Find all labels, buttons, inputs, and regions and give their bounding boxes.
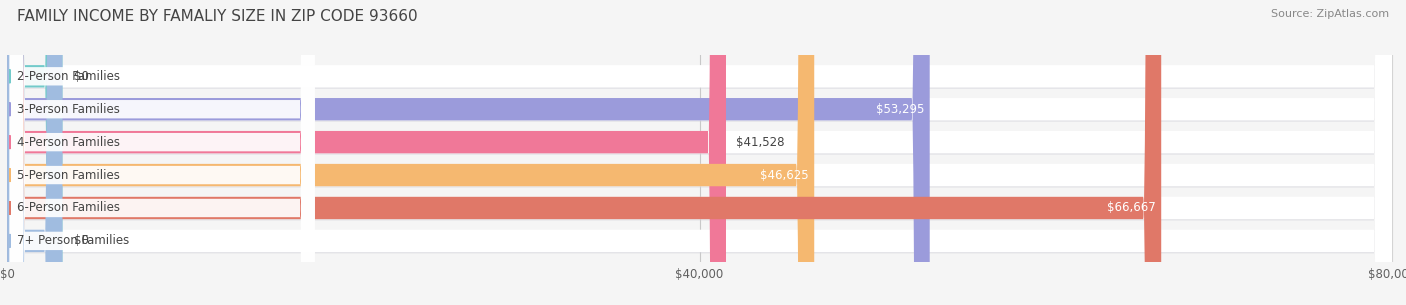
Text: 5-Person Families: 5-Person Families bbox=[17, 169, 120, 181]
FancyBboxPatch shape bbox=[7, 0, 62, 305]
Text: $53,295: $53,295 bbox=[876, 103, 924, 116]
FancyBboxPatch shape bbox=[7, 0, 1392, 305]
Text: $46,625: $46,625 bbox=[761, 169, 808, 181]
Text: Source: ZipAtlas.com: Source: ZipAtlas.com bbox=[1271, 9, 1389, 19]
FancyBboxPatch shape bbox=[7, 0, 1392, 305]
Text: 6-Person Families: 6-Person Families bbox=[17, 202, 120, 214]
FancyBboxPatch shape bbox=[7, 0, 1161, 305]
FancyBboxPatch shape bbox=[10, 0, 315, 305]
FancyBboxPatch shape bbox=[7, 0, 1392, 305]
FancyBboxPatch shape bbox=[10, 0, 315, 305]
FancyBboxPatch shape bbox=[7, 0, 1392, 305]
Text: $41,528: $41,528 bbox=[735, 136, 785, 149]
FancyBboxPatch shape bbox=[7, 0, 725, 305]
FancyBboxPatch shape bbox=[7, 0, 1392, 305]
FancyBboxPatch shape bbox=[7, 0, 1392, 305]
FancyBboxPatch shape bbox=[10, 0, 315, 305]
FancyBboxPatch shape bbox=[7, 0, 62, 305]
Text: 4-Person Families: 4-Person Families bbox=[17, 136, 120, 149]
Text: 2-Person Families: 2-Person Families bbox=[17, 70, 120, 83]
FancyBboxPatch shape bbox=[10, 0, 315, 305]
Text: $66,667: $66,667 bbox=[1107, 202, 1156, 214]
FancyBboxPatch shape bbox=[10, 0, 315, 305]
FancyBboxPatch shape bbox=[7, 0, 929, 305]
FancyBboxPatch shape bbox=[7, 0, 814, 305]
FancyBboxPatch shape bbox=[7, 0, 1392, 305]
FancyBboxPatch shape bbox=[7, 0, 1392, 305]
Text: $0: $0 bbox=[73, 70, 89, 83]
Text: 7+ Person Families: 7+ Person Families bbox=[17, 235, 129, 247]
Text: $0: $0 bbox=[73, 235, 89, 247]
FancyBboxPatch shape bbox=[7, 0, 1392, 305]
FancyBboxPatch shape bbox=[7, 0, 1392, 305]
FancyBboxPatch shape bbox=[7, 0, 1392, 305]
FancyBboxPatch shape bbox=[7, 0, 1392, 305]
Text: 3-Person Families: 3-Person Families bbox=[17, 103, 120, 116]
Text: FAMILY INCOME BY FAMALIY SIZE IN ZIP CODE 93660: FAMILY INCOME BY FAMALIY SIZE IN ZIP COD… bbox=[17, 9, 418, 24]
FancyBboxPatch shape bbox=[10, 0, 315, 305]
